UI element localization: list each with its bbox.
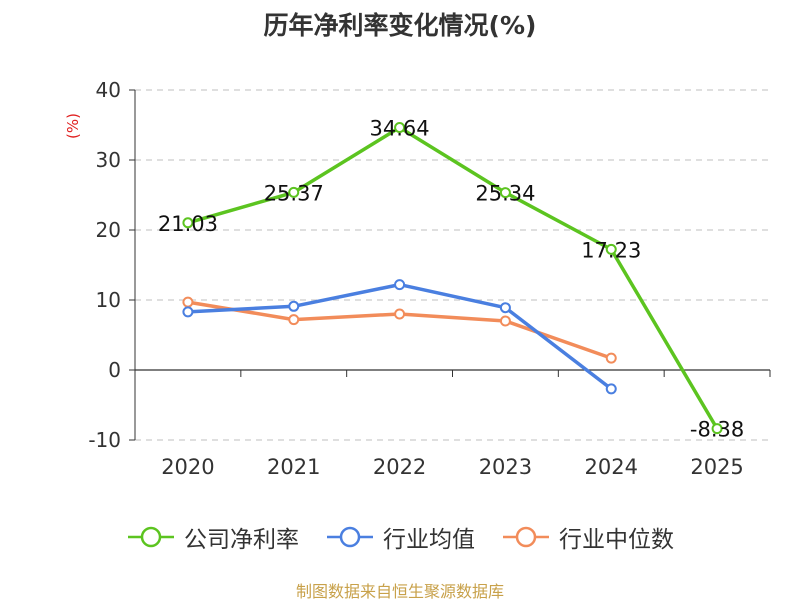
x-tick-label: 2025 bbox=[690, 455, 743, 479]
data-label: 34.64 bbox=[370, 117, 430, 141]
legend-marker-icon bbox=[128, 526, 174, 548]
data-point[interactable] bbox=[499, 315, 511, 327]
y-tick-label: 20 bbox=[96, 218, 121, 242]
data-point[interactable] bbox=[394, 279, 406, 291]
legend-label: 公司净利率 bbox=[184, 527, 299, 553]
legend-label: 行业中位数 bbox=[559, 527, 674, 553]
x-tick-label: 2020 bbox=[161, 455, 214, 479]
data-point[interactable] bbox=[394, 308, 406, 320]
y-tick-label: 30 bbox=[96, 148, 121, 172]
grid-lines bbox=[135, 89, 770, 441]
data-point[interactable] bbox=[605, 383, 617, 395]
x-tick-label: 2024 bbox=[585, 455, 638, 479]
axes: -10 0 10 20 30 40 2020 2021 2022 2023 2024 2025 bbox=[88, 78, 771, 479]
data-label: 17.23 bbox=[581, 238, 641, 262]
y-tick-label: -10 bbox=[88, 428, 121, 452]
chart-title: 历年净利率变化情况(%) bbox=[263, 11, 537, 40]
data-point[interactable] bbox=[394, 122, 406, 134]
data-point[interactable] bbox=[711, 423, 723, 435]
data-point[interactable] bbox=[605, 352, 617, 364]
series-line bbox=[187, 125, 719, 430]
data-point[interactable] bbox=[288, 300, 300, 312]
legend-marker-icon bbox=[503, 526, 549, 548]
x-tick-label: 2023 bbox=[479, 455, 532, 479]
data-point[interactable] bbox=[182, 296, 194, 308]
data-label: 21.03 bbox=[158, 212, 218, 236]
series-lines bbox=[182, 122, 723, 435]
legend-marker-icon bbox=[327, 526, 373, 548]
y-tick-label: 0 bbox=[108, 358, 121, 382]
legend: 公司净利率 行业均值 行业中位数 bbox=[0, 520, 800, 554]
data-point[interactable] bbox=[499, 187, 511, 199]
data-point[interactable] bbox=[182, 306, 194, 318]
legend-item[interactable]: 行业均值 bbox=[325, 520, 475, 554]
y-tick-label: 10 bbox=[96, 288, 121, 312]
y-axis-unit-label: (%) bbox=[64, 113, 82, 139]
data-label: 25.34 bbox=[475, 182, 535, 206]
legend-item[interactable]: 行业中位数 bbox=[501, 520, 674, 554]
legend-item[interactable]: 公司净利率 bbox=[126, 520, 299, 554]
data-labels: 21.03 25.37 34.64 25.34 17.23 -8.38 bbox=[158, 117, 744, 442]
data-label: 25.37 bbox=[264, 181, 324, 205]
x-tick-label: 2021 bbox=[267, 455, 320, 479]
data-point[interactable] bbox=[288, 186, 300, 198]
source-note: 制图数据来自恒生聚源数据库 bbox=[295, 582, 504, 601]
data-point[interactable] bbox=[605, 243, 617, 255]
y-tick-label: 40 bbox=[96, 78, 121, 102]
data-point[interactable] bbox=[499, 302, 511, 314]
data-label: -8.38 bbox=[690, 418, 744, 442]
data-point[interactable] bbox=[182, 217, 194, 229]
legend-label: 行业均值 bbox=[383, 527, 475, 553]
x-tick-label: 2022 bbox=[373, 455, 426, 479]
data-point[interactable] bbox=[288, 314, 300, 326]
